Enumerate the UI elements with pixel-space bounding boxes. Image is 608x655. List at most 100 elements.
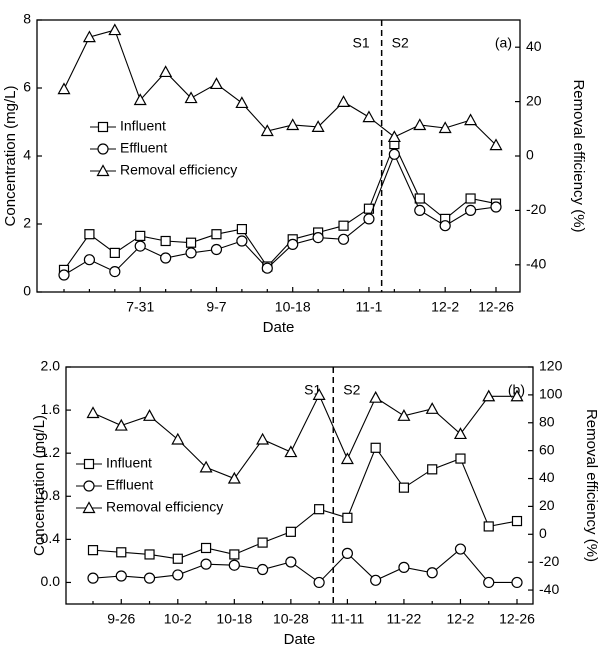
x-tick-label: 10-18	[275, 299, 311, 315]
y2-tick-label: 40	[526, 38, 542, 54]
marker-triangle	[199, 460, 213, 473]
marker-triangle	[82, 30, 96, 43]
x-tick-label: 11-1	[355, 299, 382, 315]
marker-circle	[511, 576, 523, 589]
marker-square	[398, 482, 410, 493]
marker-triangle	[286, 118, 300, 131]
marker-square	[109, 247, 120, 258]
marker-square	[483, 521, 494, 532]
marker-square	[314, 504, 325, 515]
marker-circle	[363, 213, 375, 225]
marker-triangle	[260, 124, 274, 137]
marker-square	[414, 193, 425, 204]
marker-circle	[115, 570, 127, 582]
marker-circle	[341, 547, 353, 559]
y-tick-label: 6	[23, 79, 31, 95]
y2-tick-label: 80	[539, 413, 555, 429]
marker-triangle	[337, 95, 351, 107]
marker-circle	[426, 567, 438, 579]
marker-triangle	[397, 409, 411, 421]
y-tick-label: 1.6	[41, 401, 61, 417]
marker-square	[455, 453, 466, 464]
marker-square	[83, 458, 95, 470]
x-tick-label: 12-26	[499, 611, 535, 627]
marker-triangle	[57, 82, 71, 95]
marker-square	[97, 121, 109, 133]
panel-label: (b)	[508, 382, 525, 398]
marker-circle	[287, 238, 299, 250]
marker-square	[236, 224, 247, 235]
marker-square	[511, 515, 523, 527]
marker-triangle	[235, 96, 249, 109]
y2-axis-title: Removal efficiency (%)	[583, 409, 600, 562]
y2-tick-label: -40	[539, 581, 559, 597]
marker-square	[229, 549, 240, 560]
x-tick-label: 10-18	[216, 611, 252, 627]
y-axis-title: Concentration (mg/L)	[31, 415, 48, 556]
marker-square	[211, 229, 222, 240]
y-tick-label: 8	[23, 11, 31, 27]
marker-triangle	[209, 77, 223, 90]
marker-square	[160, 235, 171, 247]
marker-square	[285, 526, 296, 537]
plot-frame	[65, 366, 534, 605]
marker-circle	[312, 232, 324, 244]
marker-circle	[109, 266, 121, 278]
marker-triangle	[108, 23, 122, 36]
x-tick-label: 12-26	[478, 299, 514, 315]
marker-triangle	[143, 409, 157, 421]
y-tick-label: 0.8	[41, 487, 61, 503]
marker-triangle	[362, 110, 376, 123]
marker-triangle	[510, 389, 524, 402]
y2-tick-label: 20	[539, 497, 555, 513]
marker-circle	[483, 576, 495, 589]
marker-triangle	[413, 118, 427, 131]
marker-triangle	[256, 432, 270, 445]
marker-circle	[490, 201, 502, 213]
marker-triangle	[464, 113, 478, 126]
marker-triangle	[369, 390, 383, 403]
legend-label: Removal efficiency	[120, 162, 237, 178]
marker-circle	[398, 561, 410, 573]
marker-square	[116, 547, 127, 558]
marker-triangle	[312, 388, 326, 400]
marker-circle	[236, 235, 248, 247]
y2-tick-label: -20	[539, 553, 559, 569]
y-tick-label: 0.0	[41, 573, 61, 589]
marker-square	[84, 229, 95, 240]
series-line	[63, 29, 497, 146]
marker-triangle	[438, 121, 452, 134]
marker-triangle	[96, 164, 110, 177]
marker-triangle	[159, 65, 173, 78]
y-tick-label: 0.4	[41, 530, 61, 546]
marker-square	[338, 220, 349, 231]
marker-circle	[257, 563, 269, 576]
legend-label: Influent	[120, 118, 166, 134]
marker-circle	[313, 576, 325, 589]
marker-triangle	[453, 427, 467, 440]
series-line	[92, 446, 518, 560]
marker-square	[87, 545, 99, 556]
marker-triangle	[82, 501, 96, 514]
marker-triangle	[184, 91, 198, 104]
y2-tick-label: -20	[526, 201, 546, 217]
marker-circle	[337, 233, 350, 245]
x-axis-title: Date	[284, 631, 316, 648]
x-tick-label: 12-2	[446, 611, 474, 627]
y2-tick-label: 0	[526, 147, 534, 163]
marker-circle	[172, 569, 184, 581]
marker-circle	[58, 269, 70, 281]
y2-axis-title: Removal efficiency (%)	[570, 79, 587, 232]
marker-circle	[160, 252, 172, 264]
marker-triangle	[387, 130, 401, 143]
marker-triangle	[425, 402, 439, 414]
marker-circle	[370, 574, 382, 586]
marker-circle	[87, 572, 99, 584]
marker-square	[427, 464, 438, 475]
marker-circle	[83, 480, 95, 492]
marker-square	[257, 537, 268, 548]
legend-label: Influent	[106, 455, 152, 471]
y-tick-label: 2.0	[41, 358, 61, 374]
